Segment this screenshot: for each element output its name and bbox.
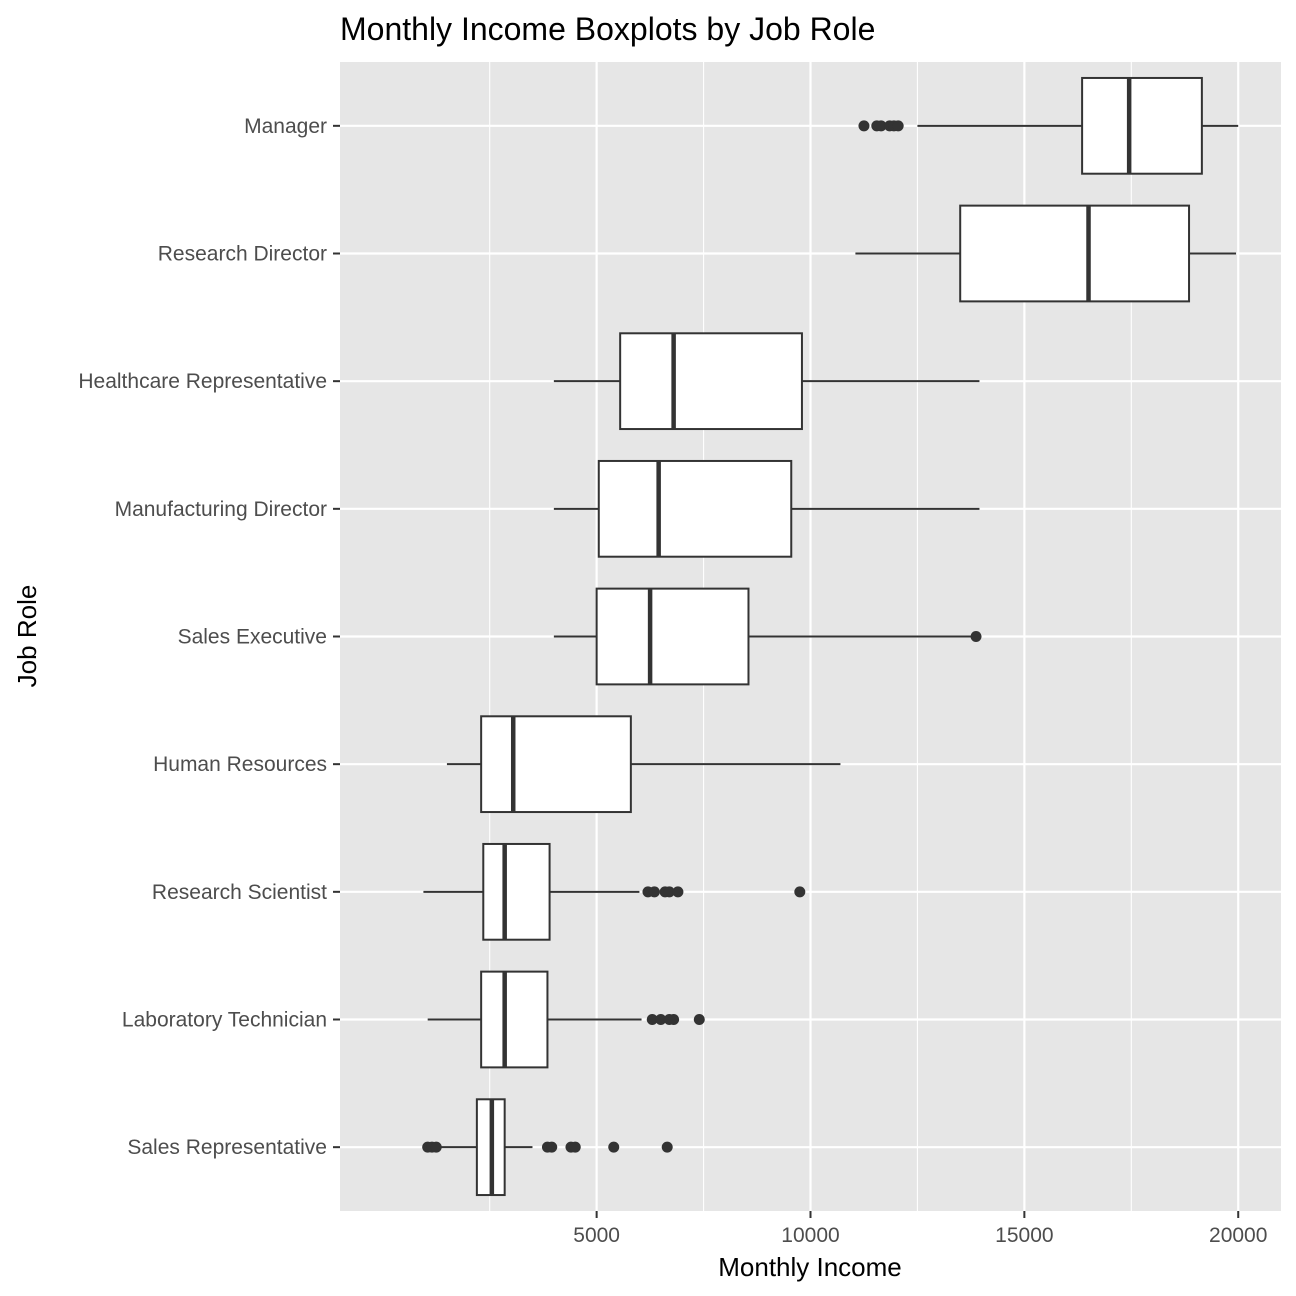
y-tick-label: Research Scientist [152,881,327,904]
box-group [422,1098,673,1197]
outlier-point [672,886,684,898]
boxes [422,76,1239,1197]
y-axis-title: Job Role [12,585,42,688]
outlier-point [661,1141,673,1153]
box [482,842,551,941]
box-group [427,970,705,1069]
x-axis-title: Monthly Income [718,1252,902,1282]
y-tick-label: Laboratory Technician [122,1009,327,1032]
box-group [423,842,806,941]
outlier-point [693,1014,705,1025]
outlier-point [875,120,887,132]
outlier-point [569,1141,581,1153]
outlier-point [430,1141,442,1153]
box-group [446,715,841,814]
y-tick-label: Research Director [158,243,327,266]
box [480,715,632,814]
box [595,587,750,686]
outlier-point [646,1014,658,1025]
box [480,970,549,1069]
x-tick-label: 15000 [995,1224,1053,1247]
y-tick-label: Manager [244,115,327,138]
x-tick-label: 5000 [573,1224,620,1247]
y-axis: Manager Research Director Healthcare Repre… [78,115,340,1159]
outlier-point [663,886,675,898]
box-group [855,204,1237,303]
chart-title: Monthly Income Boxplots by Job Role [340,11,875,47]
x-axis: 5000 10000 15000 20000 [573,1211,1267,1247]
outlier-point [970,631,982,642]
outlier-point [668,1014,680,1025]
box-group [553,459,980,558]
outlier-point [858,120,870,132]
box [959,204,1191,303]
box [597,459,793,558]
y-tick-label: Healthcare Representative [78,370,327,393]
y-tick-label: Sales Executive [178,626,327,649]
y-tick-label: Manufacturing Director [115,498,327,521]
y-tick-label: Human Resources [153,753,327,776]
box-group [553,332,980,431]
outlier-point [655,1014,667,1025]
outlier-point [794,886,806,898]
box-group [858,76,1239,175]
outlier-point [648,886,660,898]
outlier-point [546,1141,558,1153]
box-group [553,587,982,686]
outlier-point [892,120,904,132]
outlier-point [608,1141,620,1153]
y-tick-label: Sales Representative [127,1136,327,1159]
box [1081,76,1203,175]
x-tick-label: 10000 [781,1224,839,1247]
x-tick-label: 20000 [1209,1224,1267,1247]
box [619,332,803,431]
